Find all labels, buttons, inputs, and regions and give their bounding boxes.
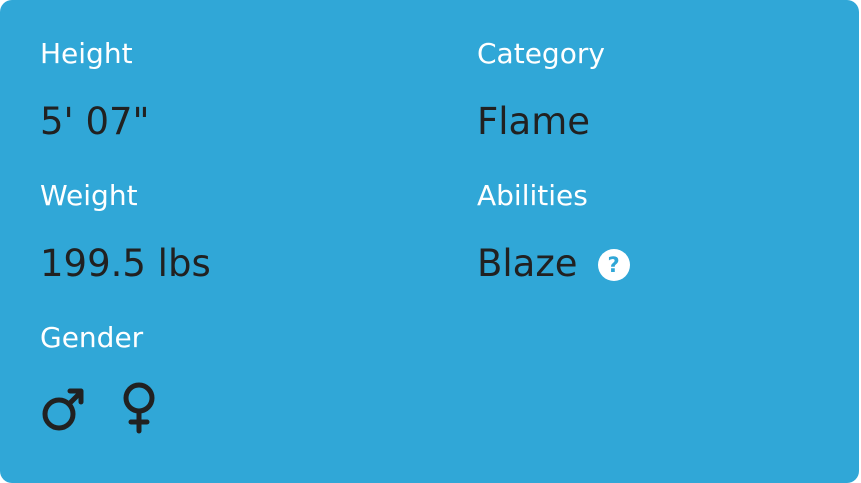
male-icon[interactable] [40,382,86,434]
category-value: Flame [477,100,591,143]
abilities-label: Abilities [477,179,588,212]
help-icon[interactable]: ? [597,249,630,281]
height-value: 5' 07" [40,100,150,143]
female-icon[interactable] [116,382,162,434]
weight-value: 199.5 lbs [40,242,211,285]
gender-options [40,382,192,434]
ability-value[interactable]: Blaze [477,242,578,285]
ability-row: Blaze ? [477,242,630,286]
weight-label: Weight [40,179,138,212]
gender-label: Gender [40,321,144,354]
height-label: Height [40,37,133,70]
category-label: Category [477,37,605,70]
